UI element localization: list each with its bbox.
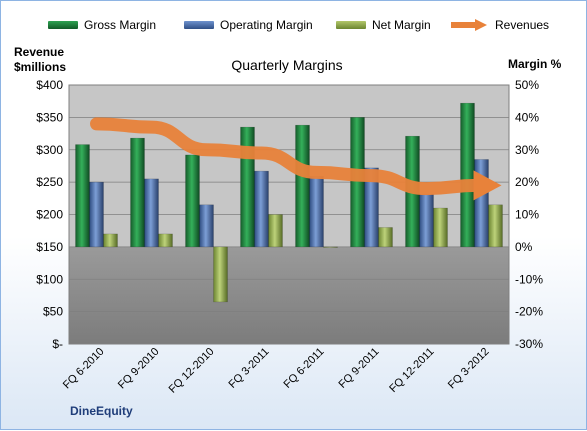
category-label: FQ 12-2011: [387, 346, 436, 395]
legend-swatch-gross: [48, 21, 78, 29]
legend-label-net: Net Margin: [372, 18, 431, 32]
left-tick-label: $50: [43, 305, 63, 319]
bar-gross-margin: [240, 126, 255, 248]
left-tick-label: $400: [36, 78, 63, 92]
right-tick-label: 30%: [515, 143, 539, 157]
bar-net-margin: [158, 233, 173, 248]
left-tick-label: $-: [52, 337, 63, 351]
right-tick-label: 50%: [515, 78, 539, 92]
bar-net-margin: [103, 233, 118, 248]
bar-operating-margin: [364, 167, 379, 248]
bar-gross-margin: [460, 102, 475, 248]
category-label: FQ 6-2011: [282, 346, 327, 391]
category-label: FQ 3-2011: [227, 346, 272, 391]
right-tick-label: 20%: [515, 175, 539, 189]
bar-gross-margin: [130, 137, 145, 248]
company-name: DineEquity: [70, 404, 133, 418]
right-axis-title: Margin %: [508, 57, 562, 71]
revenues-arrowhead: [473, 170, 502, 201]
bar-net-margin: [213, 246, 228, 303]
bar-net-margin: [378, 227, 393, 248]
left-tick-label: $300: [36, 143, 63, 157]
bar-operating-margin: [419, 194, 434, 248]
bar-operating-margin: [199, 204, 214, 248]
bar-net-margin: [268, 214, 283, 248]
chart-title: Quarterly Margins: [231, 57, 343, 73]
bar-operating-margin: [144, 178, 159, 248]
left-axis-title-line1: Revenue: [14, 45, 65, 59]
legend-label-operating: Operating Margin: [220, 18, 313, 32]
legend-item-operating-margin: Operating Margin: [184, 18, 313, 32]
bar-net-margin: [323, 246, 338, 248]
legend: Gross Margin Operating Margin Net Margin…: [1, 18, 587, 38]
right-tick-label: -20%: [515, 305, 543, 319]
category-label: FQ 12-2010: [167, 346, 217, 396]
bar-operating-margin: [309, 176, 324, 248]
legend-item-net-margin: Net Margin: [336, 18, 431, 32]
legend-swatch-operating: [184, 21, 214, 29]
right-tick-label: 40%: [515, 110, 539, 124]
left-axis-title-line2: $millions: [14, 60, 67, 74]
bar-gross-margin: [295, 124, 310, 248]
legend-item-revenues: Revenues: [449, 18, 549, 32]
category-label: FQ 9-2011: [337, 346, 382, 391]
bar-operating-margin: [89, 181, 104, 248]
legend-label-revenues: Revenues: [495, 18, 550, 32]
category-label: FQ 6-2010: [61, 346, 107, 392]
bar-operating-margin: [254, 170, 269, 248]
plot-border: [68, 84, 510, 345]
right-tick-label: -30%: [515, 337, 543, 351]
bar-net-margin: [488, 204, 503, 248]
bar-gross-margin: [75, 144, 90, 248]
category-label: FQ 9-2010: [116, 346, 162, 392]
right-tick-label: 0%: [515, 240, 533, 254]
legend-label-gross: Gross Margin: [84, 18, 157, 32]
bar-gross-margin: [350, 117, 365, 248]
revenues-line: [90, 117, 484, 196]
left-axis-title: Revenue $millions: [14, 45, 66, 75]
legend-arrow-icon: [451, 19, 487, 31]
left-tick-label: $150: [36, 240, 63, 254]
left-tick-label: $200: [36, 208, 63, 222]
category-label: FQ 3-2012: [446, 346, 492, 392]
bar-net-margin: [433, 207, 448, 248]
bar-gross-margin: [185, 154, 200, 248]
plot-area-lower: [69, 246, 509, 344]
left-tick-label: $100: [36, 272, 63, 286]
left-tick-label: $350: [36, 110, 63, 124]
legend-item-gross-margin: Gross Margin: [48, 18, 156, 32]
left-tick-label: $250: [36, 175, 63, 189]
right-tick-label: -10%: [515, 272, 543, 286]
right-tick-label: 10%: [515, 208, 539, 222]
legend-swatch-net: [336, 21, 366, 29]
